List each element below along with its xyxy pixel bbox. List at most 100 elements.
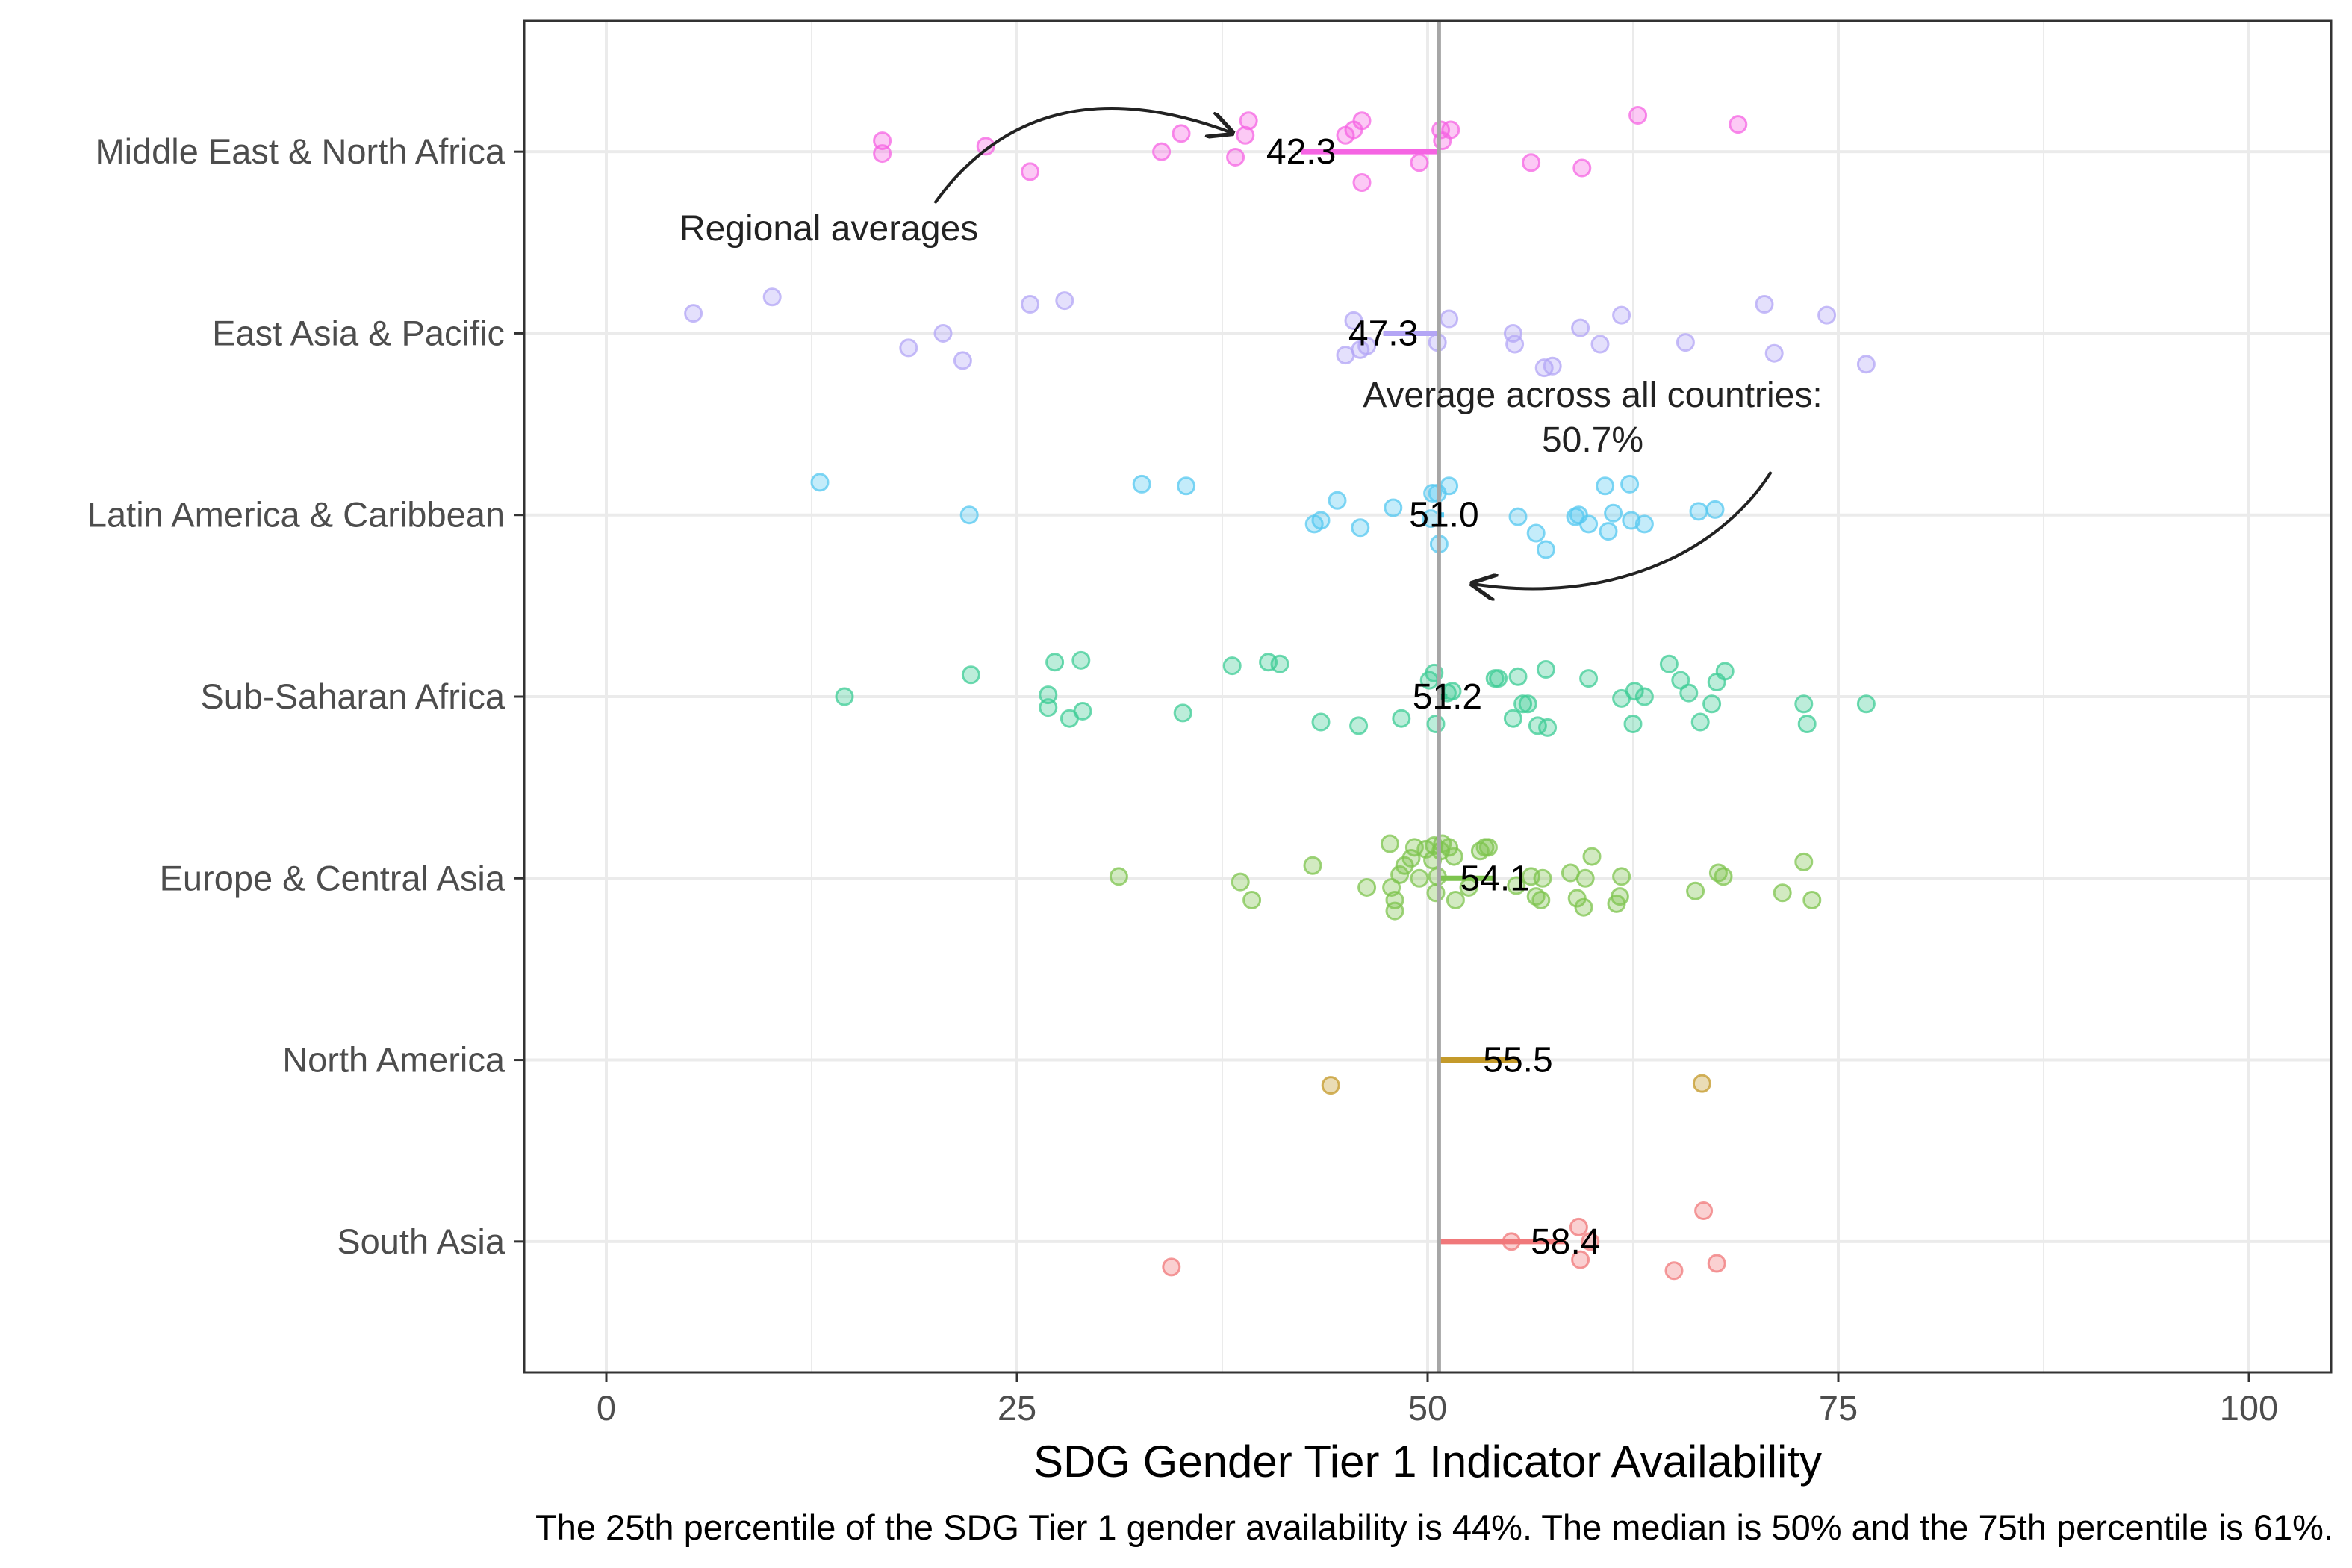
data-point: [1352, 173, 1372, 193]
data-point: [1392, 709, 1411, 728]
y-tick-label: Europe & Central Asia: [160, 858, 505, 897]
data-point: [1702, 694, 1722, 714]
data-point: [1344, 311, 1363, 330]
data-point: [1797, 714, 1817, 733]
regional-average-label: 55.5: [1483, 1041, 1552, 1080]
y-axis: Middle East & North Africa East Asia & Pa…: [87, 131, 524, 1261]
data-point: [1625, 682, 1644, 701]
data-point: [1489, 669, 1508, 688]
x-tick-label: 0: [597, 1388, 616, 1428]
chart-caption: The 25th percentile of the SDG Tier 1 ge…: [535, 1508, 2333, 1547]
data-point: [1441, 120, 1460, 140]
data-point: [1021, 162, 1040, 181]
data-point: [1410, 153, 1429, 172]
y-tick-label: Latin America & Caribbean: [87, 495, 505, 535]
data-point: [1623, 714, 1643, 733]
data-point: [1755, 295, 1774, 314]
data-point: [1715, 662, 1735, 681]
data-point: [1694, 1201, 1714, 1220]
data-point: [1690, 712, 1710, 732]
data-point: [1571, 1250, 1590, 1269]
data-point: [1599, 522, 1618, 541]
data-point: [1579, 514, 1599, 534]
data-point: [1173, 703, 1192, 723]
data-point: [933, 323, 953, 343]
data-point: [1231, 872, 1250, 892]
data-point: [1671, 671, 1690, 690]
data-point: [1714, 867, 1733, 886]
regional-average-label: 47.3: [1348, 314, 1418, 353]
data-point: [1039, 685, 1058, 705]
data-point: [1705, 500, 1725, 519]
y-tick-label: North America: [282, 1040, 505, 1080]
data-point: [1440, 476, 1459, 496]
data-point: [1572, 158, 1592, 178]
data-point: [1071, 650, 1091, 670]
data-point: [899, 338, 918, 358]
data-point: [810, 473, 830, 492]
y-tick-label: Middle East & North Africa: [95, 131, 505, 171]
data-point: [873, 144, 892, 164]
data-point: [835, 687, 854, 706]
data-point: [1571, 318, 1590, 337]
data-point: [1508, 667, 1528, 686]
data-point: [1328, 491, 1347, 510]
data-point: [1444, 847, 1463, 866]
data-point: [1513, 694, 1533, 714]
data-point: [1794, 852, 1814, 871]
data-point: [1172, 124, 1191, 143]
x-tick-label: 50: [1408, 1388, 1447, 1428]
regional-average-arrow: [933, 107, 1232, 205]
data-point: [1729, 115, 1748, 134]
data-point: [1478, 838, 1498, 857]
data-point: [1582, 847, 1602, 866]
data-point: [1536, 540, 1555, 559]
data-point: [1794, 694, 1814, 714]
data-point: [1628, 106, 1648, 125]
data-point: [1401, 849, 1421, 868]
data-point: [1055, 291, 1074, 311]
data-point: [1177, 476, 1196, 496]
data-point: [1357, 336, 1377, 355]
data-point: [1659, 654, 1679, 673]
data-point: [1689, 502, 1708, 521]
data-point: [1538, 718, 1558, 737]
data-point: [1686, 881, 1705, 900]
data-point: [1634, 687, 1654, 706]
data-point: [1336, 346, 1355, 365]
data-point: [1533, 868, 1552, 888]
data-point: [1239, 111, 1258, 131]
data-point: [1357, 877, 1377, 897]
data-point: [1226, 147, 1245, 167]
data-point: [1856, 694, 1876, 714]
data-point: [1152, 142, 1172, 161]
y-tick-label: South Asia: [337, 1222, 505, 1261]
data-point: [1574, 897, 1593, 917]
data-point: [1505, 335, 1525, 354]
data-point: [1579, 669, 1599, 688]
data-point: [1321, 1076, 1340, 1095]
data-point: [1596, 476, 1615, 496]
data-point: [1352, 111, 1372, 131]
regional-average-label: 51.0: [1409, 496, 1478, 535]
data-point: [1311, 712, 1331, 732]
data-point: [1503, 709, 1522, 728]
data-point: [1543, 356, 1562, 376]
data-point: [1390, 865, 1410, 884]
data-point: [1575, 868, 1595, 888]
data-point: [1610, 887, 1629, 906]
data-point: [1764, 343, 1784, 363]
data-point: [1817, 305, 1837, 325]
data-point: [1384, 498, 1403, 517]
data-point: [762, 287, 782, 307]
data-point: [959, 505, 979, 525]
data-point: [1443, 682, 1462, 701]
data-point: [1410, 868, 1429, 888]
data-point: [1426, 883, 1446, 903]
data-point: [1531, 890, 1551, 909]
data-point: [1162, 1257, 1181, 1277]
data-point: [1518, 694, 1537, 714]
regional-average-labels: 42.3 47.3 51.0 51.2 54.1 55.5 58.4: [1266, 132, 1601, 1262]
data-point: [1440, 309, 1459, 329]
